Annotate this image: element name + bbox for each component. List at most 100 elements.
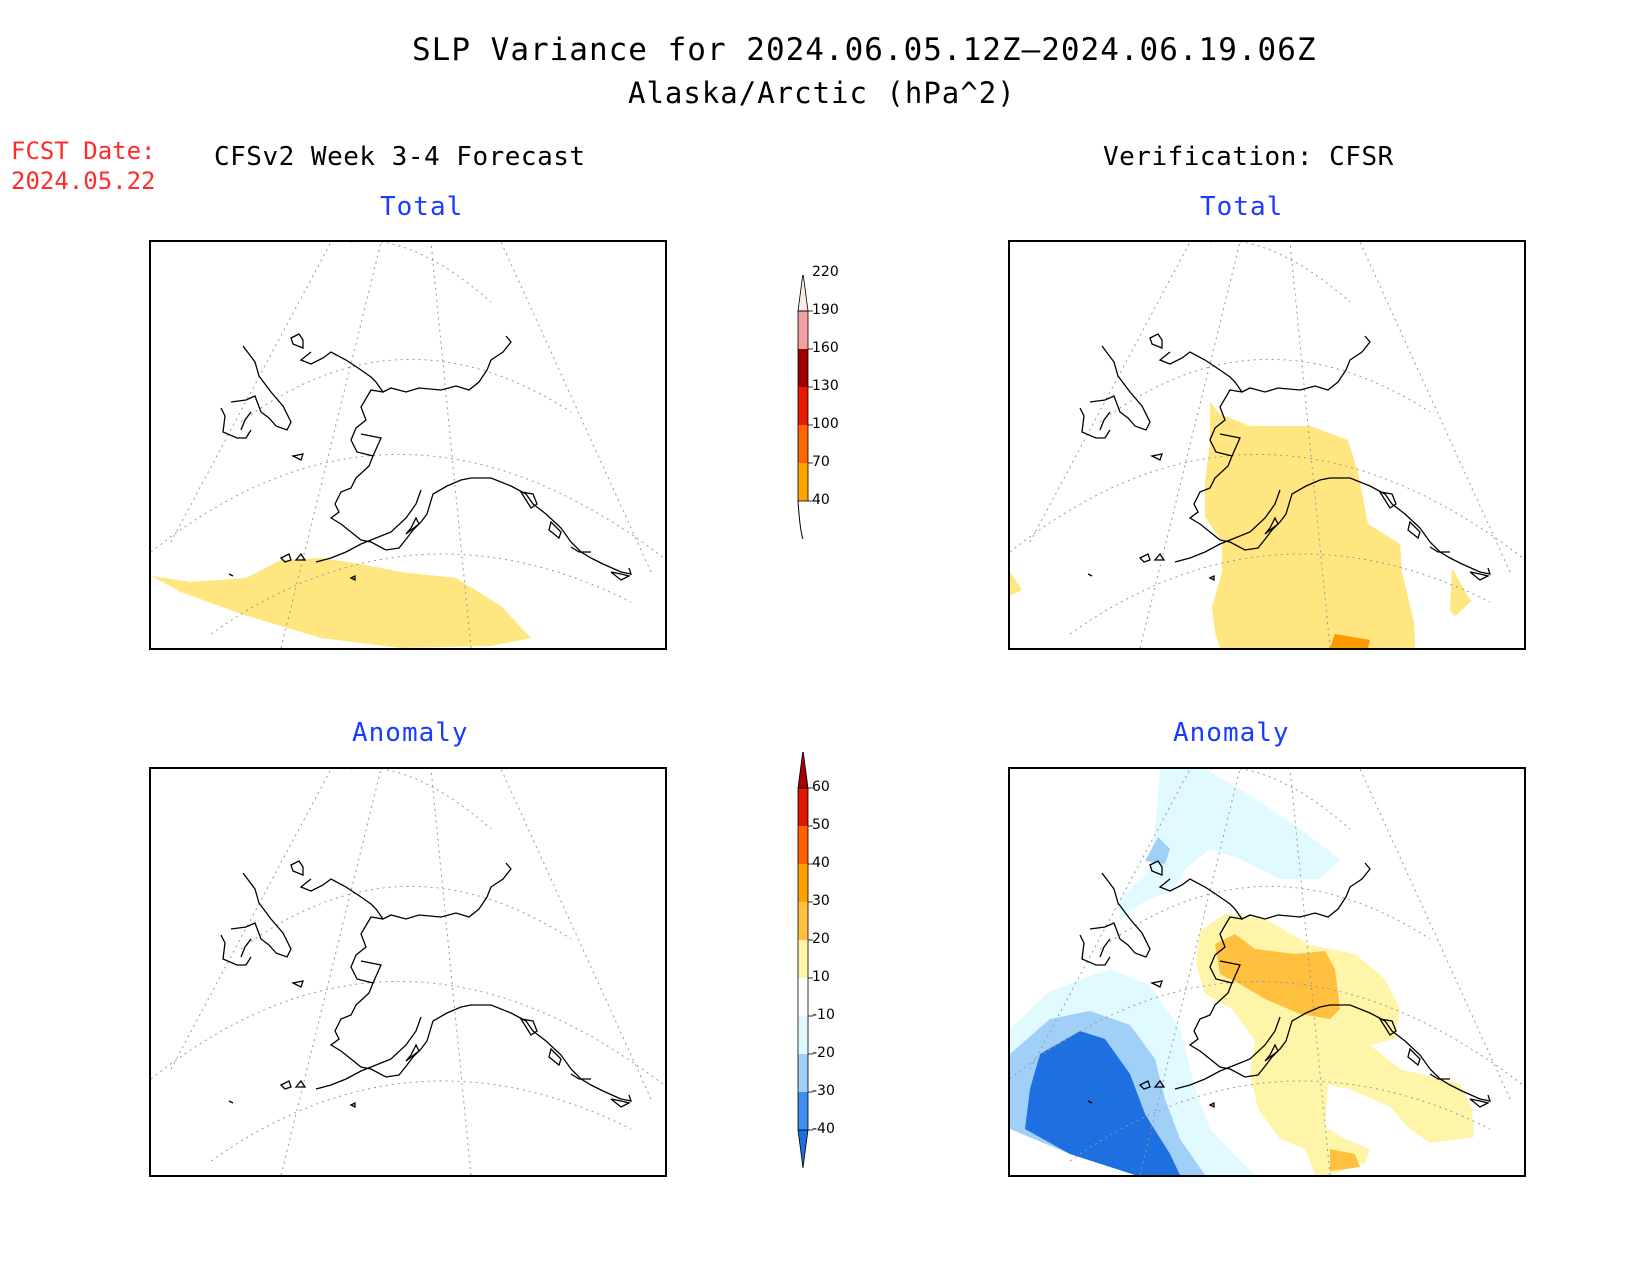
coastline — [1188, 389, 1491, 575]
graticule-line — [170, 242, 332, 543]
coastline — [299, 862, 512, 920]
coastline — [1407, 520, 1421, 540]
graticule-line — [1210, 769, 1351, 830]
coastline — [1149, 860, 1163, 876]
coastline — [405, 516, 420, 535]
panel-title-bottom-right: Anomaly — [1173, 718, 1290, 748]
coastline — [1087, 573, 1093, 577]
coastline — [1089, 345, 1151, 431]
coastline — [1099, 938, 1111, 958]
graticule-line — [210, 1080, 632, 1162]
colorbar-label: 60 — [812, 779, 830, 795]
coastline — [519, 1018, 538, 1036]
main-title: SLP Variance for 2024.06.05.12Z—2024.06.… — [412, 32, 1317, 68]
colorbar-swatch — [798, 425, 808, 463]
coastline — [349, 1101, 356, 1109]
coastline — [548, 520, 562, 540]
coastline — [290, 333, 304, 349]
anom-fill-minus30 — [1025, 1031, 1180, 1175]
coastline — [1219, 960, 1241, 984]
colorbar-swatch — [798, 978, 808, 1016]
colorbar-label: 40 — [812, 492, 830, 508]
subtitle: Alaska/Arctic (hPa^2) — [628, 76, 1016, 110]
coastline — [570, 1073, 591, 1080]
variance-fill-40-70 — [151, 558, 531, 648]
graticule-line — [500, 769, 652, 1100]
coastline — [228, 1100, 234, 1104]
colorbar-label: -10 — [812, 1007, 835, 1023]
colorbar-end-triangle — [797, 752, 809, 789]
map-forecast-total — [149, 240, 667, 650]
colorbar-label: 220 — [812, 264, 839, 280]
coastline — [230, 872, 292, 958]
map-forecast-anomaly — [149, 767, 667, 1177]
variance-fill-70-100 — [1330, 634, 1370, 648]
colorbar-swatch — [798, 349, 808, 387]
graticule-line — [1289, 242, 1331, 648]
graticule-line — [1029, 242, 1191, 543]
coastline — [360, 960, 382, 984]
coastline — [329, 916, 632, 1102]
coastline — [291, 980, 304, 988]
coastline — [1150, 980, 1163, 988]
coastline — [1089, 872, 1151, 958]
colorbar-swatch — [798, 1054, 808, 1092]
coastline — [1158, 862, 1371, 920]
anom-fill-minus10-north — [1120, 769, 1340, 919]
coastline — [1087, 1100, 1093, 1104]
coastline — [1138, 553, 1151, 563]
colorbar-swatch — [798, 902, 808, 940]
colorbar-label: 10 — [812, 969, 830, 985]
coastline — [279, 1080, 292, 1090]
graticule-line — [1069, 1080, 1491, 1162]
graticule-line — [1010, 980, 1524, 1087]
colorbar-swatch — [798, 1016, 808, 1054]
coastline — [405, 1043, 420, 1062]
anom-fill-plus20 — [1215, 934, 1340, 1019]
coastline — [1429, 1073, 1450, 1080]
anom-fill-plus20-south — [1330, 1149, 1360, 1171]
colorbar-label: 190 — [812, 302, 839, 318]
coastline — [299, 335, 512, 393]
coastline — [1208, 574, 1215, 582]
coastline — [1138, 1080, 1151, 1090]
colorbar-outline — [797, 310, 809, 502]
graticule-line — [351, 769, 492, 830]
coastline — [228, 573, 234, 577]
graticule-line — [1139, 242, 1241, 648]
coastline — [519, 491, 538, 509]
verification-header: Verification: CFSR — [1103, 142, 1394, 172]
graticule-line — [1210, 242, 1351, 303]
coastline — [315, 1016, 422, 1090]
colorbar-label: 100 — [812, 416, 839, 432]
colorbar-label: 130 — [812, 378, 839, 394]
colorbar-swatch — [798, 826, 808, 864]
anom-fill-minus20-north — [1145, 837, 1170, 864]
coastline — [548, 1047, 562, 1067]
coastline — [279, 553, 292, 563]
coastline — [240, 938, 252, 958]
fcst-date-label: FCST Date: — [11, 137, 156, 165]
panel-title-top-right: Total — [1200, 192, 1284, 222]
panel-title-top-left: Total — [380, 192, 464, 222]
variance-fill-40-70-east — [1450, 568, 1472, 616]
coastline — [1429, 546, 1450, 553]
colorbar-swatch — [798, 463, 808, 501]
graticule-line — [151, 453, 665, 560]
coastline — [1174, 1016, 1281, 1090]
colorbar-swatch — [798, 864, 808, 902]
graticule-line — [210, 553, 632, 635]
coastline — [1079, 934, 1111, 966]
coastline — [1079, 407, 1111, 439]
colorbar-label: 160 — [812, 340, 839, 356]
coastline — [1469, 1098, 1490, 1108]
colorbar-label: -30 — [812, 1083, 835, 1099]
graticule-line — [1010, 453, 1524, 560]
graticule-line — [430, 769, 472, 1175]
coastline — [610, 571, 631, 581]
map-verification-anomaly — [1008, 767, 1526, 1177]
colorbar-swatch — [798, 788, 808, 826]
coastline — [1149, 333, 1163, 349]
coastline — [290, 860, 304, 876]
coastline — [294, 552, 307, 561]
